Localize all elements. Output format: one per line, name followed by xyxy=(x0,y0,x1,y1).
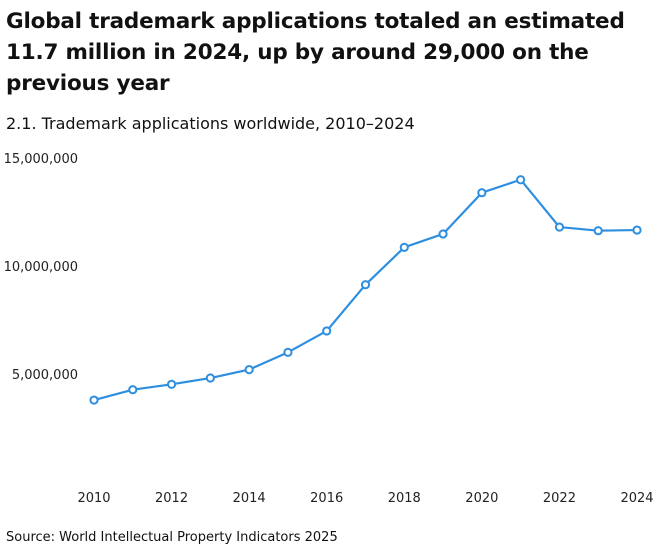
y-tick-label: 5,000,000 xyxy=(12,368,78,383)
data-point-2021 xyxy=(516,175,526,185)
source-note: Source: World Intellectual Property Indi… xyxy=(6,530,338,545)
data-point-2019 xyxy=(438,229,448,239)
data-point-2012 xyxy=(166,379,177,389)
x-tick-label: 2014 xyxy=(233,491,266,506)
y-tick-label: 10,000,000 xyxy=(4,260,78,275)
data-point-2017 xyxy=(360,280,371,290)
data-point-2015 xyxy=(283,347,293,357)
data-point-2018 xyxy=(399,242,409,252)
data-point-2023 xyxy=(593,226,603,236)
data-point-2016 xyxy=(322,326,332,336)
x-tick-label: 2020 xyxy=(465,491,498,506)
x-tick-label: 2018 xyxy=(388,491,421,506)
chart-subtitle: 2.1. Trademark applications worldwide, 2… xyxy=(6,114,415,133)
y-tick-label: 15,000,000 xyxy=(4,152,78,167)
series-line xyxy=(93,178,638,402)
x-tick-label: 2024 xyxy=(620,491,653,506)
data-point-2013 xyxy=(205,373,215,383)
data-point-2024 xyxy=(632,225,642,235)
chart-title: Global trademark applications totaled an… xyxy=(6,9,625,96)
x-tick-label: 2012 xyxy=(155,491,188,506)
data-point-2010 xyxy=(89,395,99,405)
data-point-2020 xyxy=(477,188,487,198)
x-tick-label: 2010 xyxy=(77,491,110,506)
data-point-2022 xyxy=(554,222,565,232)
data-point-2011 xyxy=(128,385,138,395)
x-tick-label: 2022 xyxy=(543,491,576,506)
x-tick-label: 2016 xyxy=(310,491,343,506)
data-point-2014 xyxy=(244,365,254,375)
